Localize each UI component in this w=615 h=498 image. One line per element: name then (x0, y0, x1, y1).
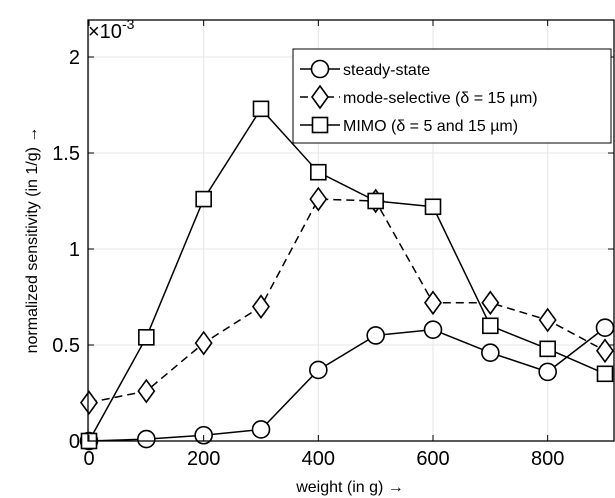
x-tick-label: 400 (302, 448, 335, 470)
plot-frame (87, 19, 615, 442)
data-point-circle (137, 429, 156, 449)
legend-label-circle: steady-state (343, 62, 430, 79)
series-line-square (88, 107, 606, 442)
legend-marker-diamond (311, 84, 329, 110)
y-tick-label: 2 (69, 47, 80, 69)
legend: steady-state mode-selective (δ = 15 µm) MI… (292, 48, 612, 144)
x-tick-label: 200 (187, 448, 220, 470)
data-point-square (424, 198, 442, 216)
x-tick-label: 800 (531, 448, 564, 470)
y-tick-label: 0.5 (52, 335, 80, 357)
x-tick-label: 0 (83, 448, 94, 470)
legend-label-diamond: mode-selective (δ = 15 µm) (343, 90, 538, 107)
data-point-square (596, 365, 614, 383)
data-point-square (482, 317, 499, 335)
data-point-square (195, 190, 212, 208)
data-point-circle (251, 420, 271, 439)
data-point-diamond (194, 330, 213, 356)
legend-marker-circle (310, 59, 330, 79)
x-tick-label: 600 (416, 448, 449, 470)
data-point-diamond (309, 186, 328, 212)
axis-exponent-power: -3 (122, 16, 135, 32)
legend-items: steady-state mode-selective (δ = 15 µm) MI… (300, 59, 538, 135)
data-point-circle (309, 360, 328, 380)
legend-box (292, 48, 612, 144)
legend-marker-square (311, 116, 329, 134)
data-point-diamond (481, 290, 500, 316)
data-point-circle (595, 318, 615, 338)
y-axis-label: normalized sensitivity (in 1/g) → (24, 127, 41, 354)
ticks: 0 200 400 600 800 0 0.5 1 1.5 2 (52, 20, 614, 470)
data-point-diamond (80, 390, 98, 415)
data-point-square (367, 192, 384, 210)
data-point-diamond (538, 307, 557, 333)
y-tick-label: 1.5 (52, 143, 80, 165)
data-point-circle (423, 320, 443, 339)
data-point-square (310, 163, 327, 181)
data-point-circle (481, 343, 500, 362)
data-point-square (252, 100, 270, 118)
data-point-diamond (252, 294, 270, 319)
x-axis-label: weight (in g) → (295, 479, 404, 496)
series-diamond (80, 186, 614, 415)
data-point-circle (538, 362, 557, 382)
data-point-square (138, 329, 155, 346)
axis-exponent: ×10-3 (88, 16, 135, 43)
data-point-diamond (424, 290, 442, 316)
y-tick-label: 1 (69, 239, 80, 261)
series-layer (79, 100, 615, 451)
series-line-diamond (88, 198, 606, 404)
data-point-circle (366, 326, 385, 345)
y-tick-label: 0 (69, 431, 80, 453)
series-line-circle (88, 327, 606, 442)
series-circle (79, 318, 615, 451)
axis-exponent-base: ×10 (88, 21, 122, 43)
legend-label-square: MIMO (δ = 5 and 15 µm) (343, 118, 518, 135)
data-point-diamond (137, 378, 156, 404)
data-point-square (539, 340, 556, 358)
